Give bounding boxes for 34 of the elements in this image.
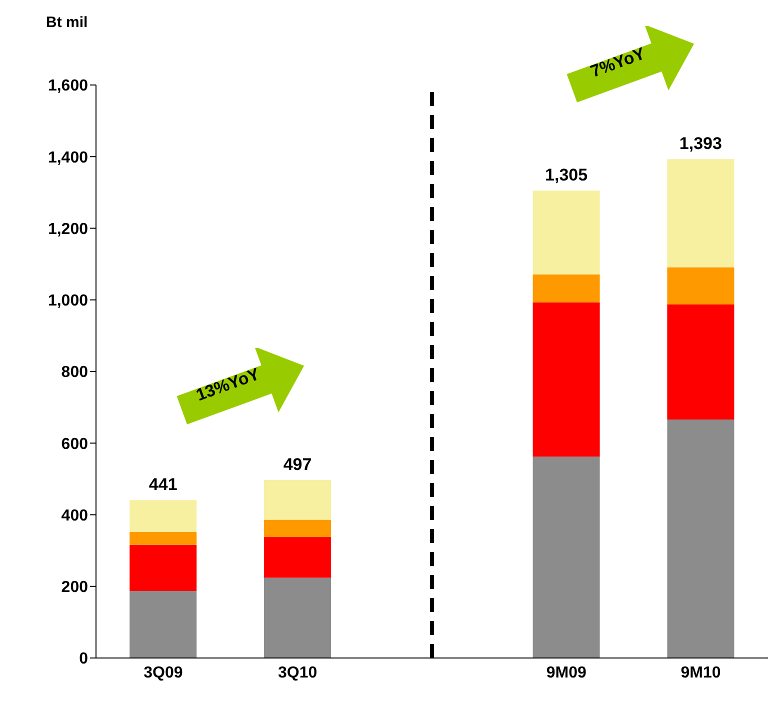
y-tick-label: 0 (79, 650, 88, 668)
total-label: 1,305 (545, 166, 588, 185)
x-tick-label: 3Q10 (278, 664, 318, 682)
bar (532, 274, 600, 302)
y-tick-label: 600 (61, 436, 88, 453)
y-tick-label: 400 (61, 507, 88, 524)
bar (667, 304, 734, 420)
bar (130, 500, 197, 532)
bar (264, 578, 331, 658)
bar (264, 480, 331, 520)
bar (667, 159, 734, 268)
total-label: 1,393 (679, 134, 722, 154)
bar (264, 536, 331, 578)
total-label: 497 (283, 455, 312, 474)
bar (130, 591, 197, 658)
bar (532, 190, 600, 274)
y-tick-label: 1,400 (48, 149, 88, 166)
x-tick-label: 9M10 (680, 664, 721, 682)
y-tick-label: 1,200 (48, 220, 88, 238)
x-tick-label: 3Q09 (144, 664, 183, 682)
bar (130, 532, 197, 545)
bar (667, 267, 734, 305)
bar (667, 419, 734, 658)
bar (130, 544, 197, 592)
x-tick-label: 9M09 (546, 664, 587, 682)
y-tick-label: 800 (61, 364, 88, 382)
y-tick-label: 1,600 (48, 78, 88, 95)
bar (264, 520, 331, 537)
total-label: 441 (148, 475, 178, 494)
bar (532, 456, 600, 658)
bar (532, 302, 600, 457)
y-axis-title: Bt mil (46, 14, 88, 31)
y-tick-label: 200 (61, 579, 88, 596)
y-tick-label: 1,000 (48, 292, 88, 310)
